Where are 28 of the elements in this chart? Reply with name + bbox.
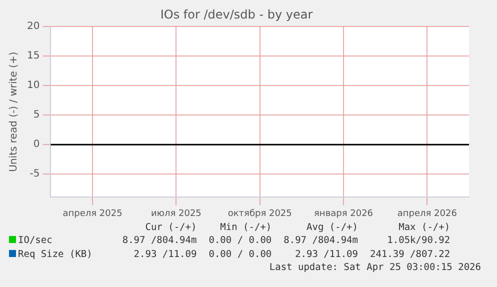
text: Cur (-/+) bbox=[144, 222, 198, 234]
text: 2.93 /11.09 bbox=[294, 248, 359, 262]
legend-label: IO/sec bbox=[17, 234, 54, 248]
text: Avg (-/+) bbox=[306, 222, 359, 234]
y-tick-label: 15 bbox=[26, 50, 40, 62]
text: 8.97 /804.94m bbox=[121, 234, 198, 248]
text: 2.93 /11.09 bbox=[132, 248, 198, 262]
text: Min (-/+) bbox=[219, 222, 273, 234]
text: 0.00 / 0.00 bbox=[208, 234, 273, 248]
text: 8.97 /804.94m bbox=[282, 234, 359, 248]
y-tick-label: 0 bbox=[33, 139, 40, 150]
x-tick-label: апреля 2026 bbox=[397, 208, 458, 219]
y-tick-label: 20 bbox=[26, 20, 40, 32]
text: 0.00 / 0.00 bbox=[208, 248, 273, 262]
x-tick-label: января 2026 bbox=[314, 208, 374, 219]
x-tick-label: июля 2025 bbox=[151, 208, 202, 219]
legend-label: Req Size (KB) bbox=[17, 248, 94, 262]
y-tick-label: -5 bbox=[30, 168, 40, 180]
text: Max (-/+) bbox=[398, 222, 452, 234]
y-tick-label: 5 bbox=[33, 110, 40, 121]
chart-title: IOs for /dev/sdb - by year bbox=[160, 7, 313, 22]
y-tick-label: 10 bbox=[26, 80, 40, 92]
y-axis-title: Units read (-) / write (+) bbox=[8, 52, 20, 172]
text: 241.39 /807.22 bbox=[369, 248, 452, 262]
text: 1.05k/90.92 bbox=[386, 234, 452, 248]
x-tick-label: октября 2025 bbox=[228, 208, 292, 219]
x-tick-label: апреля 2025 bbox=[62, 208, 122, 219]
text: Last update: Sat Apr 25 03:00:15 2026 bbox=[268, 262, 482, 273]
